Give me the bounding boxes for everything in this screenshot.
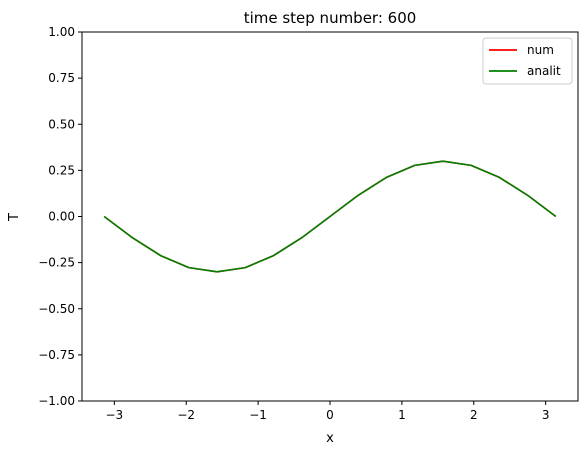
y-tick-label: −0.50 — [38, 302, 75, 316]
x-tick-label: 1 — [398, 408, 406, 422]
y-tick-label: −0.75 — [38, 348, 75, 362]
x-tick-label: 0 — [326, 408, 334, 422]
x-tick-label: 2 — [470, 408, 478, 422]
y-tick-label: 0.50 — [48, 117, 75, 131]
chart-title: time step number: 600 — [244, 9, 417, 27]
y-tick-label: 1.00 — [48, 25, 75, 39]
x-tick-label: −1 — [249, 408, 267, 422]
y-tick-label: 0.00 — [48, 210, 75, 224]
y-axis-label: T — [7, 213, 22, 222]
x-tick-label: −2 — [177, 408, 195, 422]
y-tick-label: 0.75 — [48, 71, 75, 85]
y-tick-label: −1.00 — [38, 394, 75, 408]
y-tick-label: 0.25 — [48, 163, 75, 177]
legend-label-analit: analit — [527, 64, 561, 78]
x-axis-label: x — [326, 431, 334, 446]
legend-label-num: num — [527, 43, 554, 57]
y-tick-label: −0.25 — [38, 256, 75, 270]
x-tick-label: −3 — [105, 408, 123, 422]
x-tick-label: 3 — [542, 408, 550, 422]
series-line-analit — [103, 160, 557, 273]
